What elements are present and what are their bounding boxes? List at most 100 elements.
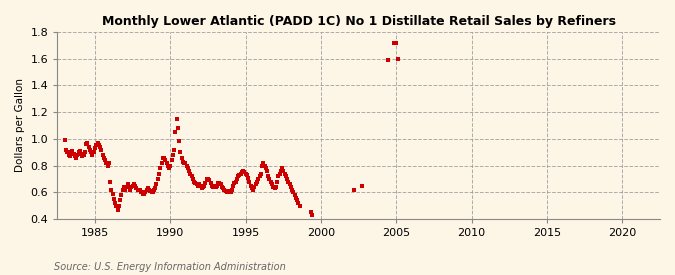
Point xyxy=(196,186,207,191)
Point xyxy=(160,158,171,163)
Point xyxy=(164,166,175,170)
Point xyxy=(99,155,109,160)
Point xyxy=(211,183,222,188)
Point xyxy=(176,155,187,160)
Point xyxy=(199,183,210,188)
Point xyxy=(271,179,282,184)
Point xyxy=(146,190,157,194)
Point xyxy=(184,169,194,173)
Point xyxy=(240,171,251,176)
Point xyxy=(269,186,280,191)
Point xyxy=(157,155,168,160)
Point xyxy=(267,182,277,186)
Point xyxy=(111,204,122,208)
Point xyxy=(68,151,79,156)
Point xyxy=(194,182,205,186)
Point xyxy=(185,171,196,176)
Point xyxy=(348,187,359,192)
Point xyxy=(142,186,153,191)
Point xyxy=(109,197,119,201)
Point xyxy=(283,179,294,184)
Point xyxy=(239,170,250,174)
Point xyxy=(215,182,226,186)
Point xyxy=(147,190,158,194)
Point xyxy=(293,201,304,205)
Point xyxy=(145,189,156,193)
Point xyxy=(268,185,279,189)
Point xyxy=(278,169,289,173)
Text: Source: U.S. Energy Information Administration: Source: U.S. Energy Information Administ… xyxy=(54,262,286,272)
Point xyxy=(150,186,161,191)
Point xyxy=(173,126,184,130)
Point xyxy=(62,150,73,154)
Point xyxy=(198,185,209,189)
Point xyxy=(261,166,271,170)
Point xyxy=(159,155,169,160)
Point xyxy=(91,143,102,148)
Y-axis label: Dollars per Gallon: Dollars per Gallon xyxy=(15,78,25,172)
Point xyxy=(286,185,296,189)
Point xyxy=(288,190,299,194)
Point xyxy=(128,182,139,186)
Point xyxy=(229,181,240,185)
Point xyxy=(67,149,78,153)
Point xyxy=(74,150,84,154)
Point xyxy=(88,150,99,154)
Title: Monthly Lower Atlantic (PADD 1C) No 1 Distillate Retail Sales by Refiners: Monthly Lower Atlantic (PADD 1C) No 1 Di… xyxy=(102,15,616,28)
Point xyxy=(126,185,137,189)
Point xyxy=(132,187,143,192)
Point xyxy=(225,190,236,194)
Point xyxy=(255,171,266,176)
Point xyxy=(95,145,105,149)
Point xyxy=(292,198,302,202)
Point xyxy=(249,185,260,189)
Point xyxy=(306,210,317,214)
Point xyxy=(273,174,284,178)
Point xyxy=(242,173,252,177)
Point xyxy=(165,163,176,168)
Point xyxy=(121,185,132,189)
Point xyxy=(169,147,180,152)
Point xyxy=(262,169,273,173)
Point xyxy=(224,189,235,193)
Point xyxy=(252,179,263,184)
Point xyxy=(243,175,254,180)
Point xyxy=(155,166,165,170)
Point xyxy=(254,174,265,178)
Point xyxy=(279,171,290,176)
Point xyxy=(219,187,230,192)
Point xyxy=(277,166,288,170)
Point xyxy=(245,183,256,188)
Point xyxy=(65,150,76,154)
Point xyxy=(290,196,301,200)
Point xyxy=(227,183,238,188)
Point xyxy=(391,40,402,45)
Point xyxy=(287,187,298,192)
Point xyxy=(154,171,165,176)
Point xyxy=(191,182,202,186)
Point xyxy=(220,189,231,193)
Point xyxy=(263,174,273,178)
Point xyxy=(189,179,200,184)
Point xyxy=(238,169,248,173)
Point xyxy=(195,183,206,188)
Point xyxy=(96,147,107,152)
Point xyxy=(294,204,305,208)
Point xyxy=(82,141,93,145)
Point xyxy=(63,153,74,157)
Point xyxy=(274,171,285,176)
Point xyxy=(190,181,201,185)
Point xyxy=(90,146,101,150)
Point xyxy=(163,163,173,168)
Point xyxy=(70,154,80,158)
Point xyxy=(81,142,92,146)
Point xyxy=(103,161,114,165)
Point xyxy=(201,177,212,181)
Point xyxy=(117,187,128,192)
Point xyxy=(61,147,72,152)
Point xyxy=(188,177,198,181)
Point xyxy=(281,177,292,181)
Point xyxy=(72,153,83,157)
Point xyxy=(256,163,267,168)
Point xyxy=(214,181,225,185)
